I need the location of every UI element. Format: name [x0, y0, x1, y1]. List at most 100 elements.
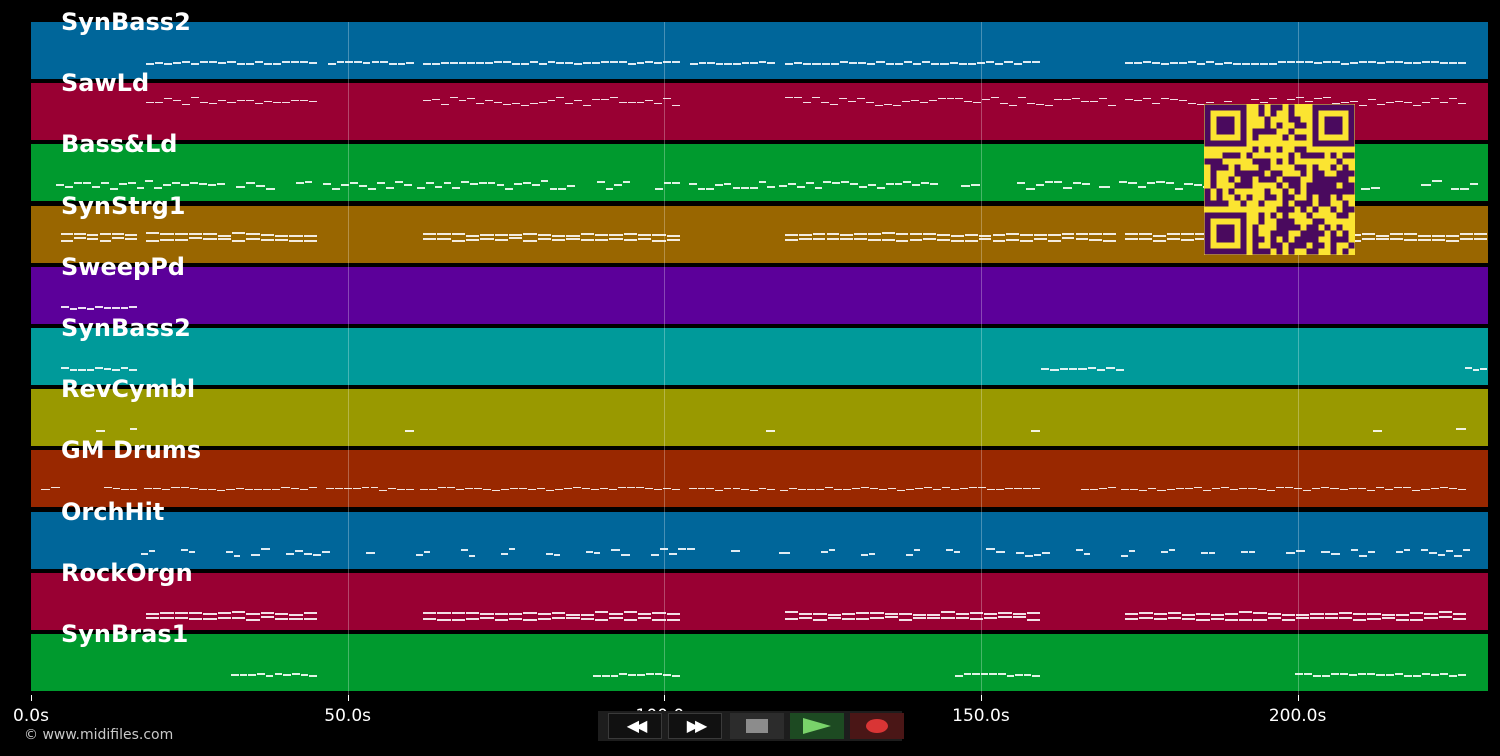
midi-note — [909, 238, 923, 241]
midi-note — [1014, 487, 1022, 489]
midi-note — [272, 62, 281, 65]
midi-note — [523, 239, 537, 242]
midi-note — [232, 611, 246, 614]
midi-note — [672, 104, 680, 106]
midi-note — [1103, 240, 1116, 243]
axis-tick — [980, 695, 982, 701]
track-lane[interactable]: SynBass2 — [31, 314, 1488, 387]
track-lane[interactable]: OrchHit — [31, 498, 1488, 571]
midi-note — [1121, 555, 1128, 558]
midi-note — [605, 188, 613, 191]
midi-note — [767, 62, 775, 65]
midi-note — [1275, 487, 1284, 489]
track-name: SynStrg1 — [61, 191, 186, 220]
midi-note — [263, 62, 272, 65]
midi-note — [1432, 234, 1446, 237]
midi-note — [503, 103, 511, 105]
midi-note — [1161, 551, 1168, 554]
midi-note — [458, 62, 467, 65]
midi-note — [592, 62, 600, 65]
midi-note — [480, 237, 494, 240]
stop-button[interactable] — [730, 713, 784, 739]
midi-note — [1366, 489, 1375, 491]
midi-note — [669, 552, 677, 555]
play-button[interactable] — [790, 713, 844, 739]
midi-note — [451, 611, 465, 614]
midi-note — [104, 487, 112, 489]
midi-note — [565, 61, 574, 64]
midi-note — [865, 101, 874, 103]
track-lane[interactable]: SynBass2 — [31, 8, 1488, 81]
midi-note — [723, 183, 732, 186]
fast-forward-button[interactable]: ▶▶ — [668, 713, 722, 739]
midi-note — [969, 617, 984, 620]
midi-note — [813, 619, 827, 622]
midi-note — [732, 186, 741, 189]
midi-note — [1340, 672, 1349, 675]
midi-note — [1089, 233, 1103, 236]
midi-note — [1012, 616, 1026, 619]
axis-tick — [31, 695, 32, 701]
midi-note — [275, 238, 289, 241]
midi-note — [112, 488, 120, 490]
midi-note — [933, 489, 941, 491]
midi-note — [574, 99, 583, 101]
midi-note — [290, 99, 299, 101]
track-name: SawLd — [61, 69, 150, 98]
track-lane[interactable]: SweepPd — [31, 253, 1488, 326]
midi-note — [1139, 489, 1148, 491]
midi-note — [802, 102, 811, 104]
midi-note — [1422, 60, 1430, 63]
midi-note — [638, 233, 652, 236]
midi-note — [505, 188, 514, 191]
track-lane[interactable]: RockOrgn — [31, 559, 1488, 632]
midi-note — [706, 488, 715, 490]
midi-note — [1042, 552, 1050, 555]
record-button[interactable] — [850, 713, 904, 739]
midi-note — [1047, 239, 1061, 242]
track-lane[interactable]: GM Drums — [31, 436, 1488, 510]
midi-note — [164, 97, 173, 99]
midi-note — [172, 181, 181, 184]
midi-note — [927, 617, 941, 620]
track-lane[interactable]: SynBras1 — [31, 620, 1488, 693]
midi-note — [377, 181, 385, 184]
midi-note — [95, 366, 103, 369]
midi-note — [906, 489, 914, 491]
midi-note — [619, 672, 628, 675]
midi-note — [1153, 618, 1167, 621]
midi-note — [129, 369, 137, 372]
midi-note — [614, 184, 622, 187]
midi-note — [1376, 234, 1390, 237]
midi-note — [867, 183, 876, 186]
midi-note — [946, 549, 953, 552]
midi-note — [601, 675, 610, 678]
midi-note — [494, 619, 508, 622]
midi-note — [1156, 181, 1165, 184]
midi-note — [1296, 60, 1304, 63]
midi-note — [467, 98, 476, 100]
midi-note — [1260, 63, 1268, 66]
midi-note — [1314, 62, 1322, 65]
midi-note — [1412, 489, 1421, 491]
midi-note — [984, 616, 998, 619]
midi-note — [431, 63, 440, 66]
rewind-button[interactable]: ◀◀ — [608, 713, 662, 739]
midi-note — [552, 616, 566, 619]
midi-note — [645, 673, 654, 676]
midi-note — [1239, 487, 1248, 489]
midi-note — [600, 488, 608, 490]
midi-note — [964, 240, 978, 243]
midi-note — [425, 182, 434, 185]
midi-note — [638, 617, 652, 620]
midi-note — [1353, 618, 1367, 621]
midi-note — [1410, 619, 1424, 622]
midi-note — [597, 181, 605, 184]
midi-note — [663, 98, 672, 100]
track-lane[interactable]: RevCymbl — [31, 375, 1488, 449]
midi-note — [236, 62, 245, 65]
qr-code[interactable] — [1204, 104, 1355, 255]
midi-note — [1454, 555, 1462, 558]
midi-note — [767, 488, 775, 490]
midi-note — [1034, 238, 1047, 241]
